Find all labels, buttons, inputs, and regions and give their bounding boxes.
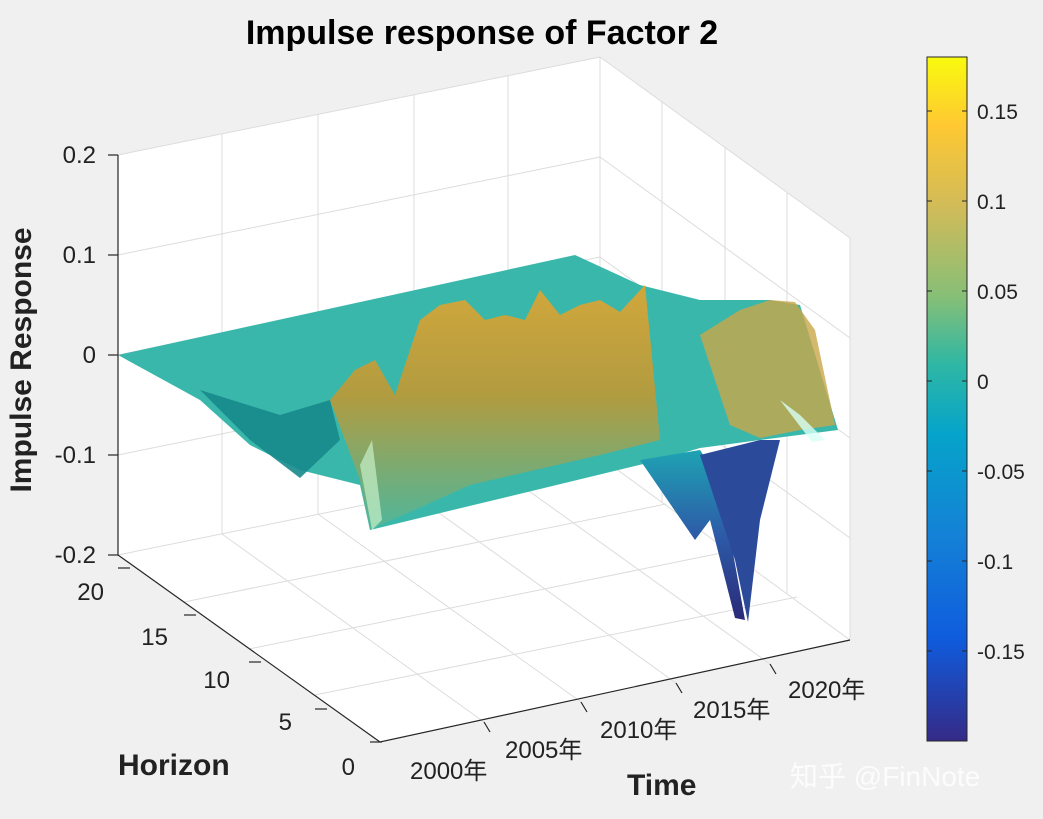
z-tick-label: 0.2: [63, 142, 96, 169]
surface-plot: [118, 255, 838, 622]
y-tick-label: 10: [203, 667, 230, 694]
highlight: [360, 440, 382, 530]
x-tick-label: 2020年: [788, 677, 865, 704]
y-axis-label: Horizon: [118, 749, 230, 782]
y-tick-label: 15: [141, 624, 168, 651]
z-tick-label: 0.1: [63, 242, 96, 269]
colorbar-ticks: 0.15 0.1 0.05 0 -0.05 -0.1 -0.15: [927, 101, 1025, 664]
highlight: [780, 400, 825, 442]
surface-ridge: [330, 285, 660, 530]
y-tick-labels: 20 15 10 5 0: [77, 579, 355, 781]
colorbar: 0.15 0.1 0.05 0 -0.05 -0.1 -0.15: [926, 56, 1025, 742]
x-tick-label: 2000年: [410, 758, 487, 785]
colorbar-tick-label: 0.1: [977, 191, 1006, 214]
x-tick-label: 2005年: [505, 737, 582, 764]
colorbar-gradient: [926, 56, 968, 742]
x-tick-labels: 2000年 2005年 2010年 2015年 2020年: [410, 677, 865, 785]
y-tick-label: 20: [77, 579, 104, 606]
y-tick-label: 0: [342, 754, 355, 781]
z-tick-label: -0.2: [55, 542, 96, 569]
z-tick-labels: 0.2 0.1 0 -0.1 -0.2: [55, 142, 96, 569]
colorbar-tick-label: 0.05: [977, 281, 1018, 304]
colorbar-tick-label: 0.15: [977, 101, 1018, 124]
x-tick-label: 2015年: [693, 697, 770, 724]
z-axis-label: Impulse Response: [5, 227, 38, 492]
surface-trough: [200, 390, 340, 478]
colorbar-tick-label: -0.05: [977, 461, 1025, 484]
x-tick-label: 2010年: [600, 717, 677, 744]
y-tick-label: 5: [279, 709, 292, 736]
x-axis-label: Time: [627, 769, 696, 802]
colorbar-tick-label: -0.15: [977, 641, 1025, 664]
surface-right-bump: [700, 300, 835, 438]
tick-marks: [108, 154, 777, 743]
colorbar-tick-label: -0.1: [977, 551, 1013, 574]
watermark: 知乎 @FinNote: [790, 761, 980, 792]
surface-dip-2: [700, 440, 780, 622]
colorbar-tick-label: 0: [977, 371, 989, 394]
z-tick-label: -0.1: [55, 442, 96, 469]
chart-title: Impulse response of Factor 2: [246, 14, 718, 52]
z-tick-label: 0: [83, 342, 96, 369]
